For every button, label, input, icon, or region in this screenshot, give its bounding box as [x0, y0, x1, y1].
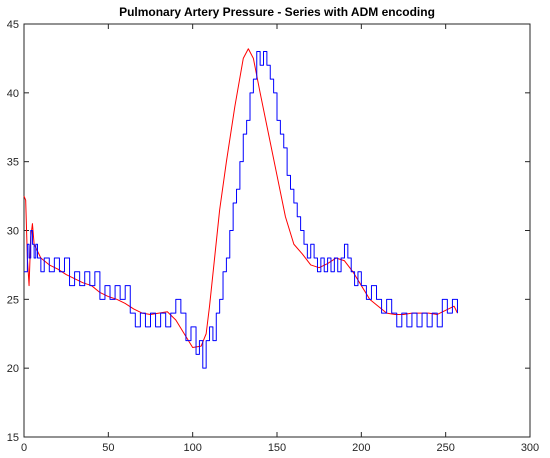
x-tick-label: 100 — [183, 442, 201, 454]
x-tick-label: 150 — [268, 442, 286, 454]
x-tick-label: 250 — [436, 442, 454, 454]
y-tick-label: 30 — [7, 226, 19, 238]
x-tick-label: 0 — [21, 442, 27, 454]
plot-area — [23, 23, 531, 438]
adm-encoded-series-line — [24, 51, 458, 369]
y-tick-label: 40 — [7, 88, 19, 100]
chart-title: Pulmonary Artery Pressure - Series with … — [119, 5, 435, 19]
x-tick-label: 300 — [521, 442, 539, 454]
y-tick-label: 20 — [7, 363, 19, 375]
y-tick-label: 25 — [7, 294, 19, 306]
y-tick-label: 35 — [7, 157, 19, 169]
original-series-line — [23, 48, 458, 349]
y-tick-label: 15 — [7, 432, 19, 444]
x-tick-label: 200 — [352, 442, 370, 454]
y-tick-label: 45 — [7, 19, 19, 31]
x-tick-label: 50 — [102, 442, 114, 454]
